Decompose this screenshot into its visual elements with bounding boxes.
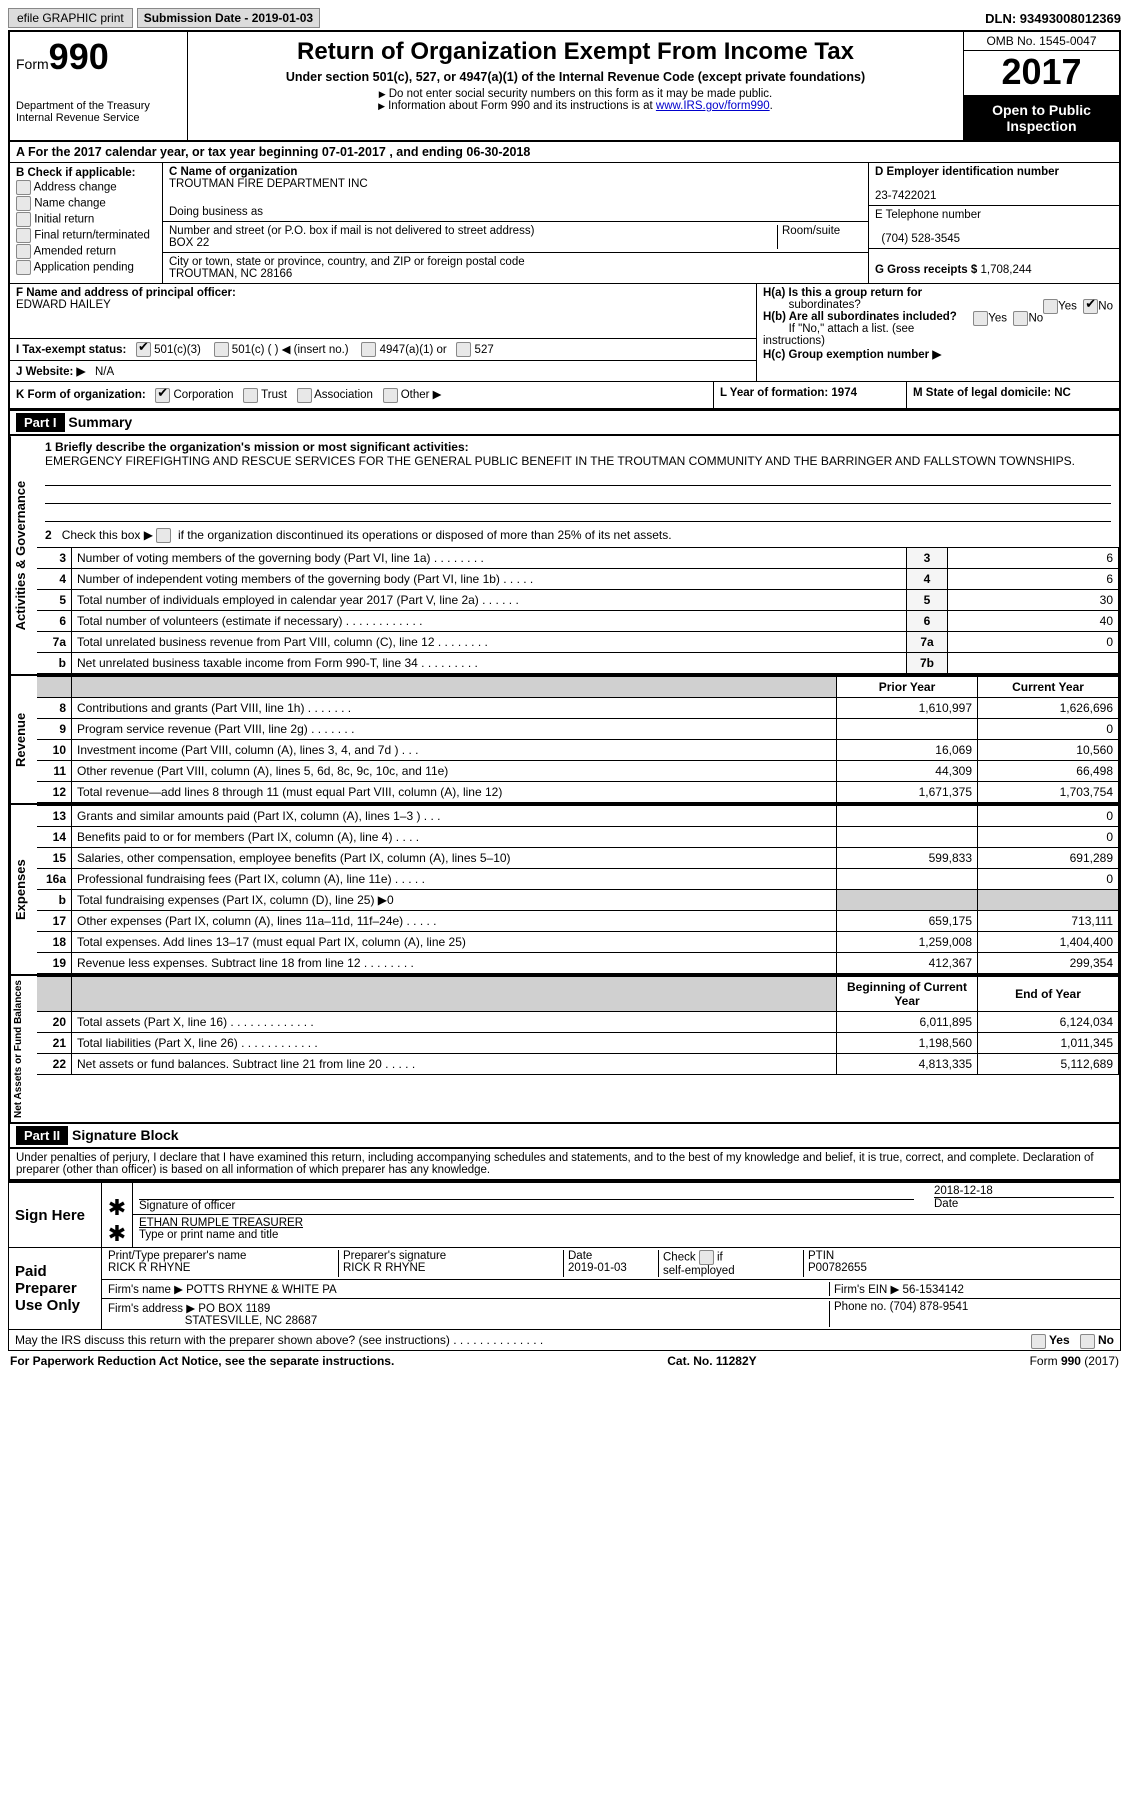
page-footer: For Paperwork Reduction Act Notice, see … <box>8 1351 1121 1371</box>
row-a-tax-year: A For the 2017 calendar year, or tax yea… <box>10 142 1119 163</box>
trust-checkbox[interactable] <box>243 388 258 403</box>
dba-label: Doing business as <box>169 206 862 218</box>
submission-date: Submission Date - 2019-01-03 <box>137 8 320 28</box>
top-bar: efile GRAPHIC print Submission Date - 20… <box>8 8 1121 28</box>
tax-exempt-label: I Tax-exempt status: <box>16 344 126 356</box>
hb-no[interactable] <box>1013 311 1028 326</box>
part2-title: Signature Block <box>72 1127 179 1143</box>
open-to-public: Open to PublicInspection <box>964 96 1119 140</box>
firm-address: PO BOX 1189 <box>198 1303 270 1315</box>
year-formation: L Year of formation: 1974 <box>720 387 857 399</box>
irs-label: Internal Revenue Service <box>16 112 181 124</box>
side-expenses: Expenses <box>10 805 37 974</box>
q1-label: 1 Briefly describe the organization's mi… <box>45 440 469 454</box>
website-label: J Website: ▶ <box>16 366 85 378</box>
tax-year: 2017 <box>964 51 1119 96</box>
note-ssn: Do not enter social security numbers on … <box>389 88 773 100</box>
preparer-name: RICK R RHYNE <box>108 1262 190 1274</box>
ha-yes[interactable] <box>1043 299 1058 314</box>
signature-block: Sign Here ✱✱ Signature of officer 2018-1… <box>8 1181 1121 1330</box>
address: BOX 22 <box>169 237 209 249</box>
ein: 23-7422021 <box>875 190 936 202</box>
form-subtitle: Under section 501(c), 527, or 4947(a)(1)… <box>196 70 955 84</box>
side-net-assets: Net Assets or Fund Balances <box>10 976 37 1122</box>
revenue-table: Prior YearCurrent Year8Contributions and… <box>37 676 1119 803</box>
paid-preparer-label: Paid Preparer Use Only <box>9 1248 102 1329</box>
side-revenue: Revenue <box>10 676 37 803</box>
other-checkbox[interactable] <box>383 388 398 403</box>
phone-label: E Telephone number <box>875 209 981 221</box>
form-title: Return of Organization Exempt From Incom… <box>196 38 955 66</box>
col-b-checkboxes: B Check if applicable: Address change Na… <box>10 163 163 283</box>
501c3-checkbox[interactable] <box>136 342 151 357</box>
expenses-table: 13Grants and similar amounts paid (Part … <box>37 805 1119 974</box>
ha-no[interactable] <box>1083 299 1098 314</box>
form-header: Form990 Department of the Treasury Inter… <box>8 30 1121 142</box>
ein-label: D Employer identification number <box>875 166 1059 178</box>
net-assets-table: Beginning of Current YearEnd of Year20To… <box>37 976 1119 1075</box>
part2-header: Part II <box>16 1126 68 1145</box>
omb-number: OMB No. 1545-0047 <box>964 32 1119 51</box>
self-employed-checkbox[interactable] <box>699 1250 714 1265</box>
hb-yes[interactable] <box>973 311 988 326</box>
website: N/A <box>95 366 114 378</box>
501c-checkbox[interactable] <box>214 342 229 357</box>
assoc-checkbox[interactable] <box>297 388 312 403</box>
org-name: TROUTMAN FIRE DEPARTMENT INC <box>169 178 368 190</box>
part1-header: Part I <box>16 413 65 432</box>
officer-label: F Name and address of principal officer: <box>16 287 236 299</box>
address-label: Number and street (or P.O. box if mail i… <box>169 225 534 237</box>
side-governance: Activities & Governance <box>10 436 37 674</box>
org-name-label: C Name of organization <box>169 166 297 178</box>
discuss-yes[interactable] <box>1031 1334 1046 1349</box>
state-domicile: M State of legal domicile: NC <box>913 387 1071 399</box>
mission-text: EMERGENCY FIREFIGHTING AND RESCUE SERVIC… <box>45 454 1075 468</box>
governance-table: 3Number of voting members of the governi… <box>37 547 1119 674</box>
sign-here-label: Sign Here <box>9 1183 102 1247</box>
room-suite-label: Room/suite <box>777 225 862 249</box>
gross-receipts-label: G Gross receipts $ <box>875 264 977 276</box>
firm-phone: (704) 878-9541 <box>890 1301 969 1313</box>
4947-checkbox[interactable] <box>361 342 376 357</box>
entity-info-block: A For the 2017 calendar year, or tax yea… <box>8 142 1121 411</box>
city-state-zip: TROUTMAN, NC 28166 <box>169 268 292 280</box>
ptin: P00782655 <box>808 1262 867 1274</box>
penalty-text: Under penalties of perjury, I declare th… <box>8 1149 1121 1181</box>
q2-checkbox[interactable] <box>156 528 171 543</box>
form-number: Form990 <box>16 36 181 78</box>
527-checkbox[interactable] <box>456 342 471 357</box>
efile-print-button[interactable]: efile GRAPHIC print <box>8 8 133 28</box>
officer-name: EDWARD HAILEY <box>16 299 111 311</box>
discuss-no[interactable] <box>1080 1334 1095 1349</box>
dln: DLN: 93493008012369 <box>985 11 1121 26</box>
firm-ein: 56-1534142 <box>903 1284 964 1296</box>
city-label: City or town, state or province, country… <box>169 256 525 268</box>
phone: (704) 528-3545 <box>881 233 960 245</box>
gross-receipts: 1,708,244 <box>980 264 1031 276</box>
dept-treasury: Department of the Treasury <box>16 100 181 112</box>
preparer-date: 2019-01-03 <box>568 1262 627 1274</box>
officer-signer: ETHAN RUMPLE TREASURER <box>139 1217 303 1229</box>
part1-title: Summary <box>68 414 132 430</box>
irs-link[interactable]: www.IRS.gov/form990 <box>656 100 770 112</box>
note-info: Information about Form 990 and its instr… <box>388 100 656 112</box>
firm-name: POTTS RHYNE & WHITE PA <box>186 1284 337 1296</box>
discuss-question: May the IRS discuss this return with the… <box>15 1333 543 1347</box>
corp-checkbox[interactable] <box>155 388 170 403</box>
